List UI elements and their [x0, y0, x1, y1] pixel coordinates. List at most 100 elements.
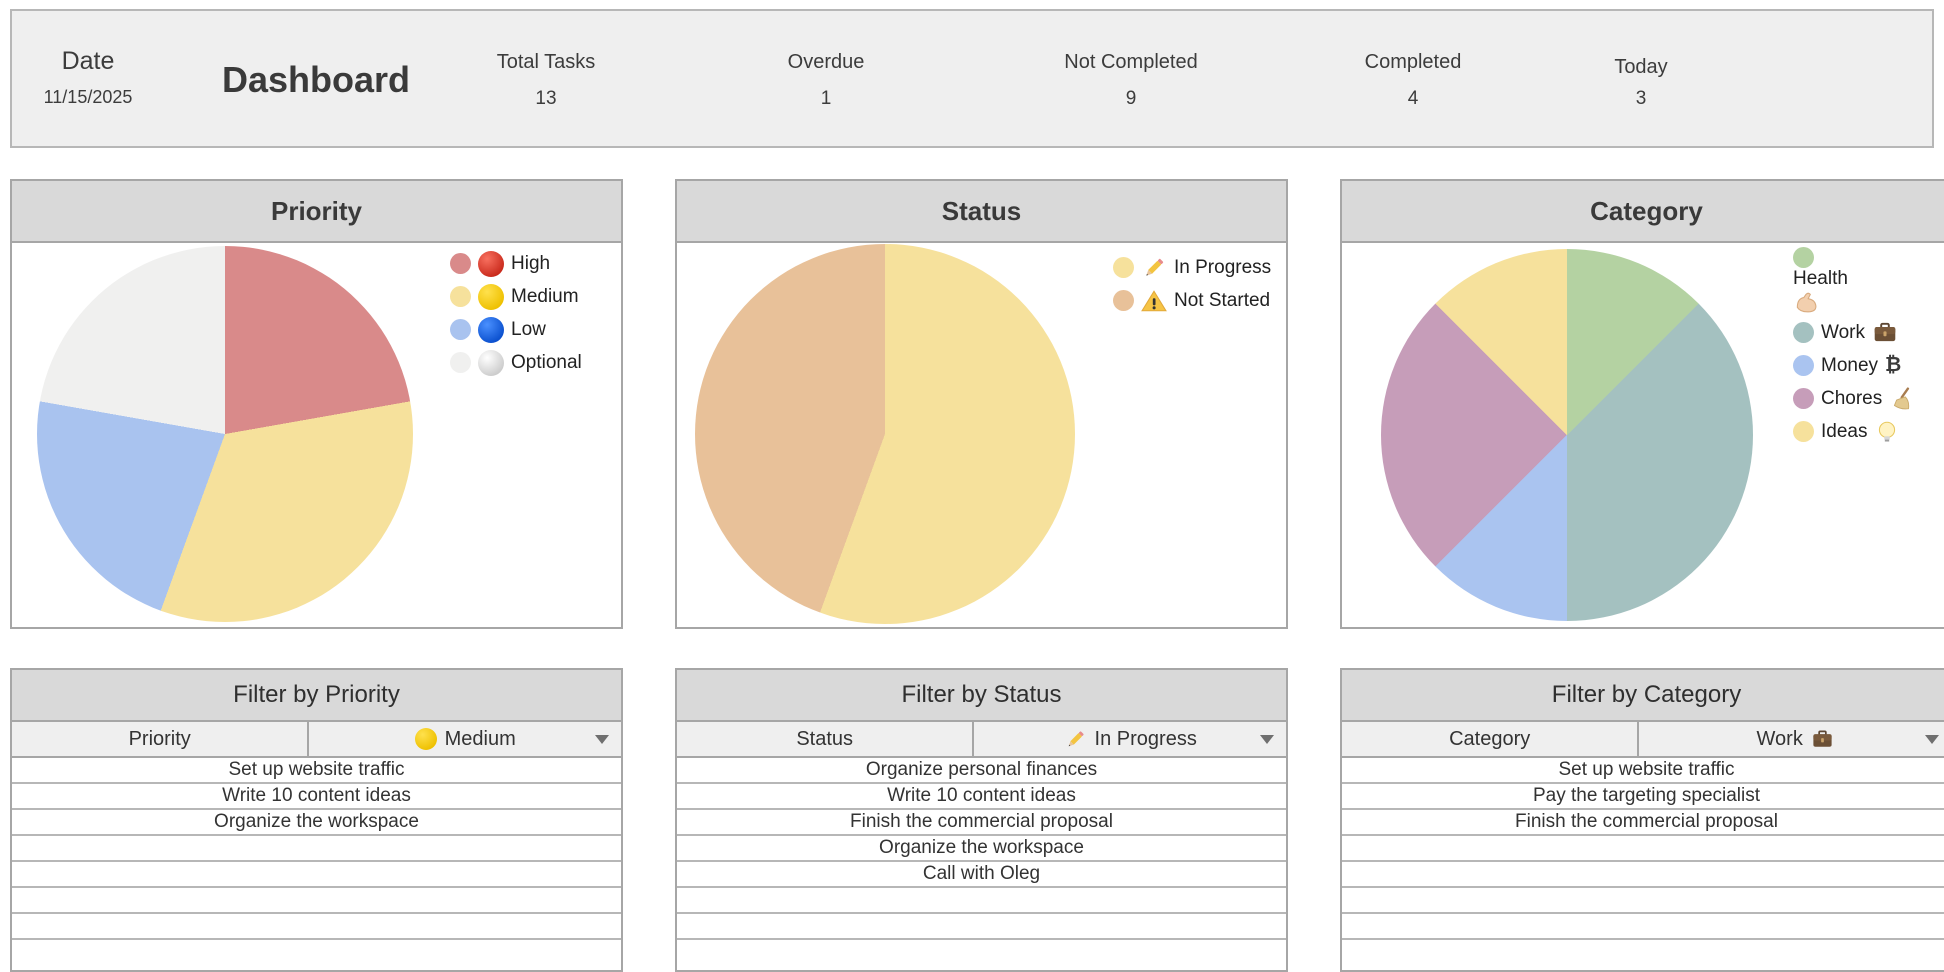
- table-row[interactable]: Write 10 content ideas: [677, 784, 1286, 810]
- status-chart-legend: In Progress Not Started: [1113, 251, 1271, 317]
- table-row[interactable]: [12, 888, 621, 914]
- table-row[interactable]: Pay the targeting specialist: [1342, 784, 1944, 810]
- legend-swatch: [1113, 257, 1134, 278]
- table-row[interactable]: Organize the workspace: [12, 810, 621, 836]
- legend-label: High: [511, 252, 551, 274]
- table-row[interactable]: [1342, 914, 1944, 940]
- chevron-down-icon[interactable]: [1260, 735, 1274, 744]
- priority-chart-area: High Medium Low Optional: [12, 243, 621, 625]
- table-row[interactable]: [1342, 888, 1944, 914]
- table-row[interactable]: Organize the workspace: [677, 836, 1286, 862]
- yellow-circle-icon: [414, 728, 437, 750]
- priority-pie-chart[interactable]: [37, 246, 413, 622]
- yellow-circle-icon: [478, 283, 504, 310]
- pencil-icon: [1064, 728, 1087, 751]
- legend-label: Optional: [511, 351, 582, 373]
- legend-item: In Progress: [1113, 251, 1271, 284]
- broom-icon: [1889, 386, 1915, 412]
- legend-item: Low: [450, 313, 582, 346]
- legend-label: Chores: [1821, 387, 1883, 409]
- table-row[interactable]: Finish the commercial proposal: [677, 810, 1286, 836]
- legend-swatch: [450, 352, 471, 373]
- priority-chart-title: Priority: [12, 181, 621, 243]
- legend-label: Health: [1793, 268, 1848, 289]
- stat-not-completed-label: Not Completed: [1064, 51, 1198, 73]
- legend-label: Ideas: [1821, 420, 1868, 442]
- status-filter-dropdown[interactable]: In Progress: [974, 722, 1286, 756]
- stat-overdue-value: 1: [820, 88, 832, 109]
- bulb-icon: [1874, 419, 1900, 445]
- table-row[interactable]: [12, 914, 621, 940]
- table-row[interactable]: Organize personal finances: [677, 758, 1286, 784]
- status-chart-box: Status In Progress Not Started: [675, 179, 1288, 629]
- table-row[interactable]: Write 10 content ideas: [12, 784, 621, 810]
- status-pie-chart[interactable]: [695, 244, 1075, 624]
- legend-item: Ideas: [1793, 415, 1923, 448]
- category-pie-chart[interactable]: [1381, 249, 1753, 621]
- table-row[interactable]: [677, 888, 1286, 914]
- priority-chart-box: Priority High Medium Low Optional: [10, 179, 623, 629]
- red-circle-icon: [478, 250, 504, 277]
- stat-overdue-label: Overdue: [787, 51, 865, 73]
- legend-item: Health: [1793, 247, 1865, 316]
- pencil-icon: [1141, 255, 1167, 281]
- table-row[interactable]: [1342, 836, 1944, 862]
- legend-swatch: [1113, 290, 1134, 311]
- chevron-down-icon[interactable]: [595, 735, 609, 744]
- legend-label: Medium: [511, 285, 579, 307]
- white-circle-icon: [478, 349, 504, 376]
- table-row[interactable]: [677, 914, 1286, 940]
- status-chart-area: In Progress Not Started: [677, 243, 1286, 625]
- legend-swatch: [1793, 355, 1814, 376]
- filter-category-title: Filter by Category: [1342, 670, 1944, 722]
- briefcase-icon: [1811, 728, 1834, 751]
- date-label: Date: [61, 47, 115, 75]
- stat-today-label: Today: [1614, 56, 1668, 78]
- table-row[interactable]: Finish the commercial proposal: [1342, 810, 1944, 836]
- legend-swatch: [450, 253, 471, 274]
- status-chart-title: Status: [677, 181, 1286, 243]
- legend-item: Not Started: [1113, 284, 1271, 317]
- muscle-icon: [1793, 290, 1819, 316]
- category-selected-value: Work: [1756, 727, 1803, 750]
- stat-completed-label: Completed: [1364, 51, 1462, 73]
- stat-total-tasks-label: Total Tasks: [496, 51, 596, 73]
- legend-swatch: [1793, 322, 1814, 343]
- stat-completed-value: 4: [1407, 88, 1419, 109]
- filter-by-status-table: Filter by Status Status In Progress Orga…: [675, 668, 1288, 972]
- table-row[interactable]: [1342, 862, 1944, 888]
- filter-by-priority-table: Filter by Priority Priority Medium Set u…: [10, 668, 623, 972]
- stat-today-value: 3: [1635, 88, 1647, 109]
- table-row[interactable]: Set up website traffic: [1342, 758, 1944, 784]
- filter-by-category-table: Filter by Category Category Work Set up …: [1340, 668, 1944, 972]
- legend-swatch: [1793, 247, 1814, 268]
- filter-priority-title: Filter by Priority: [12, 670, 621, 722]
- page-title: Dashboard: [221, 59, 411, 100]
- table-row[interactable]: [12, 836, 621, 862]
- priority-chart-legend: High Medium Low Optional: [450, 247, 582, 379]
- table-row[interactable]: Call with Oleg: [677, 862, 1286, 888]
- legend-item: Optional: [450, 346, 582, 379]
- legend-item: High: [450, 247, 582, 280]
- category-filter-dropdown[interactable]: Work: [1639, 722, 1944, 756]
- blue-circle-icon: [478, 316, 504, 343]
- legend-label: Money: [1821, 354, 1879, 376]
- filter-status-title: Filter by Status: [677, 670, 1286, 722]
- table-row[interactable]: [12, 862, 621, 888]
- category-chart-area: Health Work Money ₿ Chores Ideas: [1342, 243, 1944, 625]
- category-chart-box: Category Health Work Money ₿ Chores Ideas: [1340, 179, 1944, 629]
- priority-selected-value: Medium: [444, 727, 516, 750]
- status-column-header: Status: [677, 722, 975, 756]
- dashboard-header: Date 11/15/2025 Dashboard Total Tasks 13…: [10, 9, 1934, 148]
- legend-swatch: [450, 319, 471, 340]
- priority-filter-dropdown[interactable]: Medium: [309, 722, 621, 756]
- chevron-down-icon[interactable]: [1925, 735, 1939, 744]
- legend-swatch: [1793, 421, 1814, 442]
- category-column-header: Category: [1342, 722, 1640, 756]
- status-selected-value: In Progress: [1094, 727, 1197, 750]
- legend-swatch: [450, 286, 471, 307]
- legend-item: Chores: [1793, 382, 1923, 415]
- table-row[interactable]: Set up website traffic: [12, 758, 621, 784]
- legend-label: Low: [511, 318, 546, 340]
- category-chart-title: Category: [1342, 181, 1944, 243]
